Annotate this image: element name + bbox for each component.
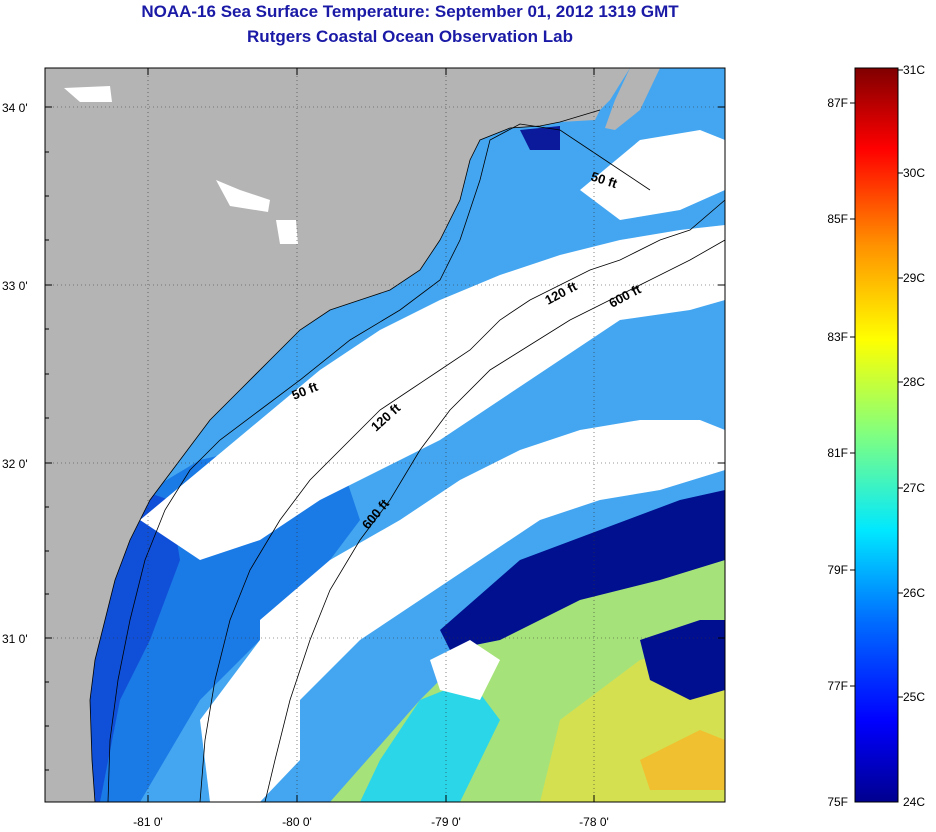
cloud-north-patch <box>580 130 725 220</box>
colorbar-c-label: 25C <box>903 690 925 704</box>
colorbar-c-label: 31C <box>903 63 925 77</box>
colorbar-c-label: 30C <box>903 166 925 180</box>
map-subtitle: Rutgers Coastal Ocean Observation Lab <box>247 27 573 46</box>
cloud-inner-shelf <box>140 225 725 560</box>
lat-label-32: 32 0' <box>2 457 28 471</box>
colorbar-f-label: 75F <box>827 795 848 809</box>
cold-filament-east <box>440 490 725 650</box>
cold-patch-north <box>520 126 560 150</box>
colorbar-c-label: 27C <box>903 481 925 495</box>
lon-label-81: -81 0' <box>133 815 163 829</box>
lon-label-79: -79 0' <box>431 815 461 829</box>
cloud-over-land-2 <box>216 180 270 212</box>
colorbar-ticks <box>850 69 903 698</box>
colorbar-f-label: 79F <box>827 563 848 577</box>
graticule <box>45 68 725 802</box>
colorbar-f-label: 87F <box>827 96 848 110</box>
lat-label-34: 34 0' <box>2 101 28 115</box>
cloud-over-land <box>64 86 112 102</box>
colorbar <box>854 67 899 803</box>
contour-120ft <box>199 199 725 802</box>
colorbar-f-label: 83F <box>827 330 848 344</box>
plot-area <box>45 68 725 802</box>
cloud-offshore-south <box>430 640 500 700</box>
colorbar-f-label: 81F <box>827 446 848 460</box>
outer-banks-land <box>605 68 660 130</box>
hot-spot-region <box>640 730 725 790</box>
colorbar-c-label: 28C <box>903 375 925 389</box>
colorbar-f-label: 85F <box>827 212 848 226</box>
colorbar-c-label: 29C <box>903 271 925 285</box>
lat-label-33: 33 0' <box>2 279 28 293</box>
lat-label-31: 31 0' <box>2 632 28 646</box>
coastline <box>89 109 601 802</box>
cold-filament-south <box>640 620 725 700</box>
contour-50ft <box>107 123 651 802</box>
map-title: NOAA-16 Sea Surface Temperature: Septemb… <box>141 2 679 21</box>
land-mass <box>45 68 630 802</box>
cloud-mid-shelf <box>260 420 725 760</box>
cyan-region <box>360 680 500 802</box>
colorbar-c-label: 26C <box>903 586 925 600</box>
axis-ticks <box>45 68 725 802</box>
lon-label-80: -80 0' <box>282 815 312 829</box>
colorbar-f-label: 77F <box>827 679 848 693</box>
lon-label-78: -78 0' <box>579 815 609 829</box>
colorbar-c-label: 24C <box>903 795 925 809</box>
cloud-over-land-3 <box>276 220 298 244</box>
map-frame <box>44 67 726 803</box>
contour-600ft <box>264 239 725 802</box>
